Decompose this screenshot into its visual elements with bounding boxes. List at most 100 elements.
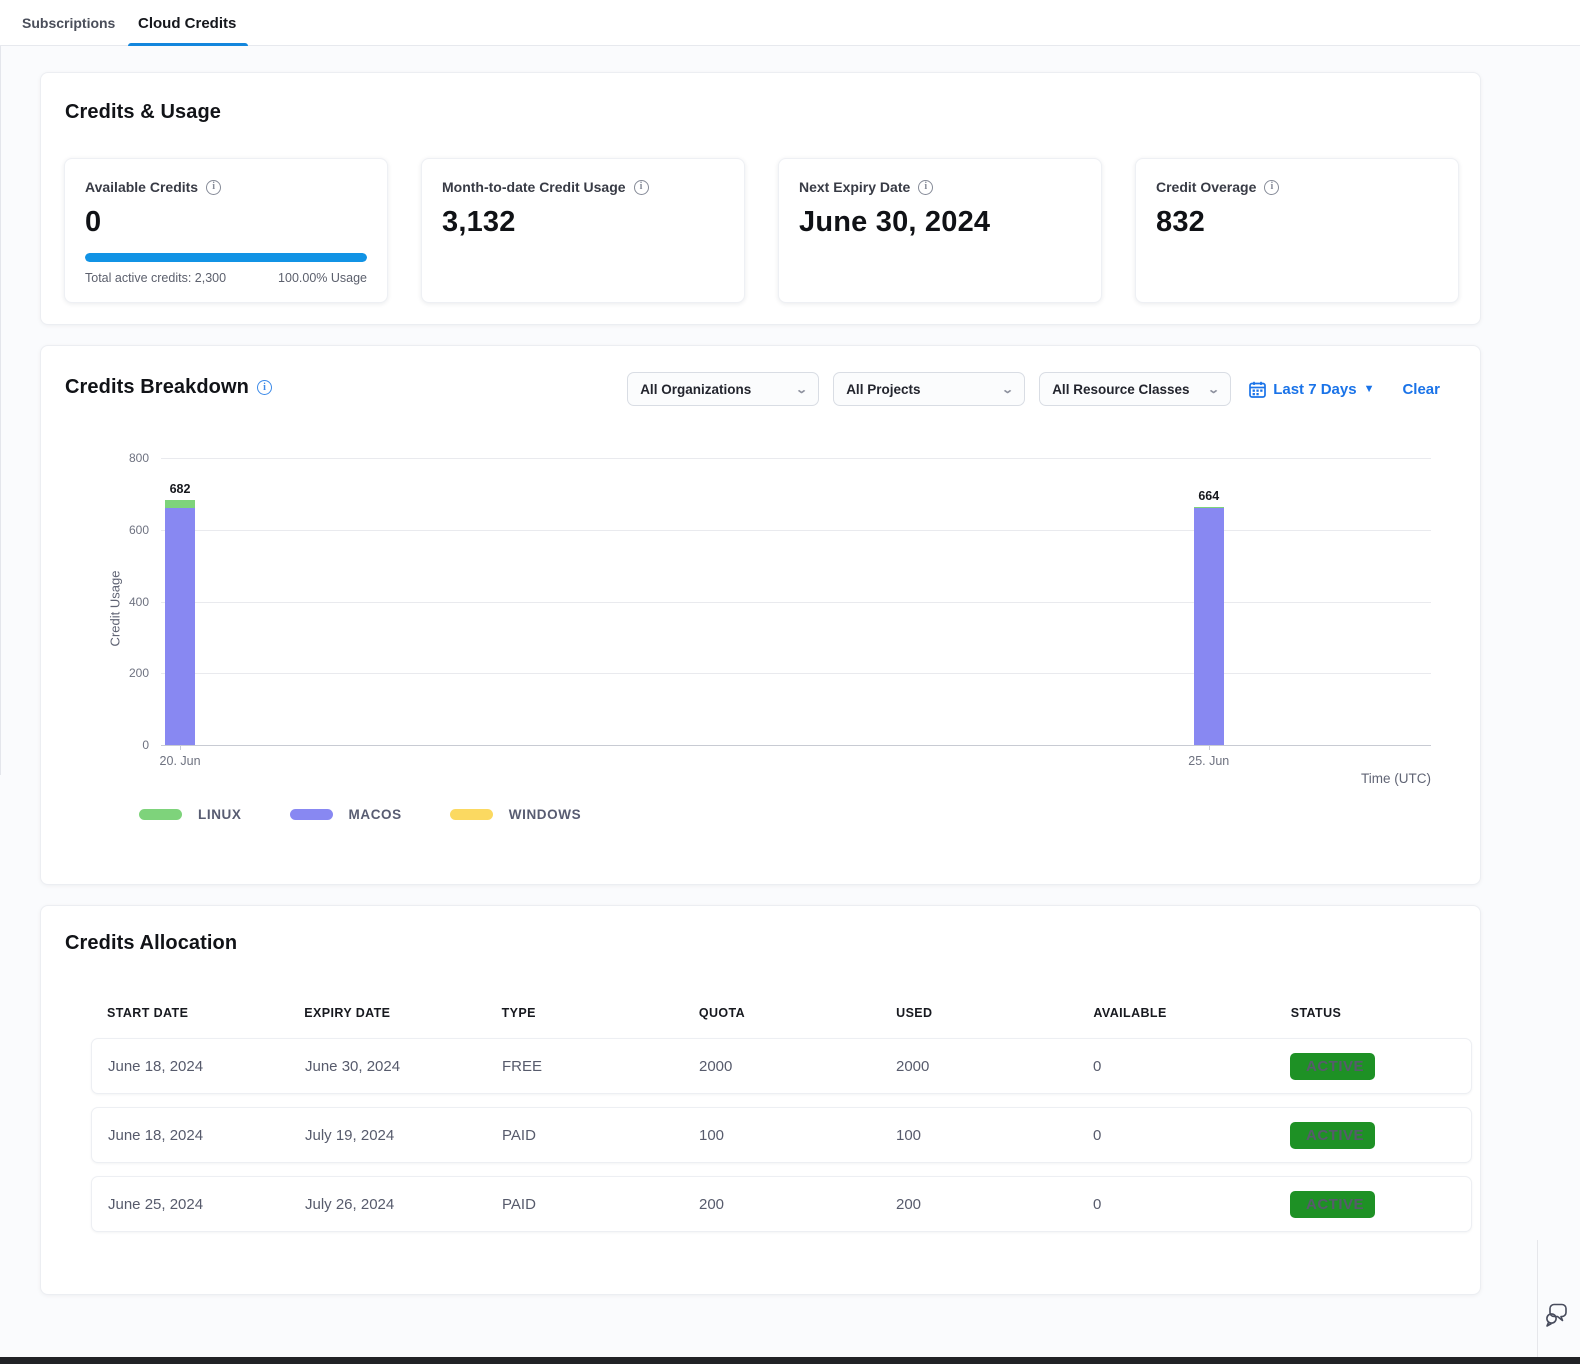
breakdown-filters: All Organizations ⌄ All Projects ⌄ All R… — [627, 372, 1440, 406]
credit-overage-value: 832 — [1156, 206, 1205, 238]
bar-segment-macos — [165, 508, 196, 745]
credit-overage-label: Credit Overage — [1156, 179, 1257, 195]
cell-available: 0 — [1093, 1057, 1102, 1075]
col-expiry-date: EXPIRY DATE — [304, 1006, 391, 1020]
legend-label: WINDOWS — [508, 807, 582, 822]
cell-start-date: June 18, 2024 — [108, 1057, 204, 1075]
info-icon[interactable]: i — [918, 179, 934, 195]
credits-usage-section: Credits & Usage Available Credits i 0 To… — [40, 72, 1481, 325]
cell-type: PAID — [502, 1195, 536, 1213]
x-tick-mark — [1208, 745, 1210, 750]
x-tick-mark — [180, 745, 182, 750]
legend-swatch — [289, 809, 333, 820]
info-icon[interactable]: i — [633, 179, 649, 195]
cell-used: 200 — [896, 1195, 922, 1213]
table-row[interactable]: June 18, 2024 July 19, 2024 PAID 100 100… — [91, 1107, 1472, 1163]
tab-subscriptions-label: Subscriptions — [22, 15, 116, 31]
bar-total-label: 664 — [1198, 488, 1220, 503]
chart-plot-area: 0 200 400 600 800 682 20. Jun 664 25. Jun — [129, 451, 1431, 768]
tab-cloud-credits[interactable]: Cloud Credits — [130, 0, 244, 46]
cell-type: PAID — [502, 1126, 536, 1144]
organizations-select[interactable]: All Organizations ⌄ — [627, 372, 820, 406]
gridline — [161, 673, 1431, 675]
chart-bar[interactable]: 682 — [165, 482, 196, 745]
credit-usage-chart: Credit Usage 0 200 400 600 800 682 20. Jun 664 2… — [41, 441, 1482, 861]
projects-select-value: All Projects — [846, 381, 921, 397]
chart-legend: LINUX MACOS WINDOWS — [139, 807, 581, 822]
table-row[interactable]: June 25, 2024 July 26, 2024 PAID 200 200… — [91, 1176, 1472, 1232]
col-type: TYPE — [501, 1006, 536, 1020]
x-tick-label: 25. Jun — [1188, 754, 1230, 768]
legend-item-macos[interactable]: MACOS — [289, 807, 402, 822]
mtd-usage-label: Month-to-date Credit Usage — [442, 179, 626, 195]
gridline — [161, 458, 1431, 459]
info-icon[interactable]: i — [256, 380, 272, 395]
top-tab-bar: Subscriptions Cloud Credits — [0, 0, 1580, 46]
date-range-picker[interactable]: Last 7 Days ▼ — [1249, 381, 1374, 398]
info-icon[interactable]: i — [206, 179, 222, 195]
y-tick-label: 600 — [128, 522, 149, 537]
metric-card-credit-overage: Credit Overage i 832 — [1135, 158, 1459, 303]
metric-card-next-expiry: Next Expiry Date i June 30, 2024 — [778, 158, 1102, 303]
cell-start-date: June 25, 2024 — [108, 1195, 204, 1213]
cell-quota: 100 — [699, 1126, 725, 1144]
gridline — [161, 745, 1431, 746]
credits-usage-title: Credits & Usage — [65, 101, 221, 123]
chat-support-button[interactable] — [1542, 1299, 1572, 1329]
next-expiry-label: Next Expiry Date — [799, 179, 911, 195]
cell-used: 100 — [896, 1126, 922, 1144]
col-available: AVAILABLE — [1093, 1006, 1167, 1020]
legend-item-linux[interactable]: LINUX — [139, 807, 242, 822]
col-used: USED — [896, 1006, 933, 1020]
clear-filters-button[interactable]: Clear — [1402, 380, 1440, 398]
cell-expiry-date: June 30, 2024 — [305, 1057, 401, 1075]
active-tab-indicator — [128, 43, 248, 46]
cell-start-date: June 18, 2024 — [108, 1126, 204, 1144]
cell-quota: 200 — [699, 1195, 725, 1213]
cell-quota: 2000 — [699, 1057, 733, 1075]
x-tick-label: 20. Jun — [159, 754, 201, 768]
credits-breakdown-title: Credits Breakdown — [65, 376, 249, 398]
available-credits-value: 0 — [85, 206, 102, 238]
credits-breakdown-section: Credits Breakdown i All Organizations ⌄ … — [40, 345, 1481, 885]
caret-down-icon: ▼ — [1363, 383, 1375, 395]
bar-segment-linux — [1193, 506, 1224, 509]
legend-label: MACOS — [348, 807, 402, 822]
status-badge: ACTIVE — [1290, 1121, 1376, 1149]
credits-usage-progressbar — [85, 253, 367, 262]
right-divider — [1537, 1240, 1538, 1364]
tab-cloud-credits-label: Cloud Credits — [138, 14, 237, 32]
y-tick-label: 800 — [128, 451, 149, 465]
chart-y-axis-label: Credit Usage — [107, 570, 123, 647]
legend-swatch — [449, 809, 493, 820]
usage-percent-text: 100.00% Usage — [278, 271, 367, 285]
available-credits-label: Available Credits — [85, 179, 199, 195]
resource-classes-select[interactable]: All Resource Classes ⌄ — [1039, 372, 1232, 406]
chevron-down-icon: ⌄ — [1207, 383, 1221, 396]
info-icon[interactable]: i — [1264, 179, 1280, 195]
credits-allocation-title: Credits Allocation — [65, 932, 238, 954]
next-expiry-value: June 30, 2024 — [799, 206, 991, 238]
tab-subscriptions[interactable]: Subscriptions — [22, 0, 115, 46]
chart-bar[interactable]: 664 — [1193, 489, 1224, 745]
chart-x-axis-label: Time (UTC) — [1361, 771, 1431, 786]
legend-swatch — [139, 809, 182, 820]
cell-used: 2000 — [896, 1057, 930, 1075]
y-tick-label: 400 — [128, 594, 149, 609]
resource-classes-select-value: All Resource Classes — [1052, 381, 1190, 397]
metric-card-mtd-usage: Month-to-date Credit Usage i 3,132 — [421, 158, 745, 303]
col-quota: QUOTA — [698, 1006, 746, 1020]
table-row[interactable]: June 18, 2024 June 30, 2024 FREE 2000 20… — [91, 1038, 1472, 1094]
bar-total-label: 682 — [169, 482, 191, 497]
gridline — [161, 529, 1431, 531]
chevron-down-icon: ⌄ — [795, 383, 809, 396]
legend-label: LINUX — [198, 807, 242, 822]
table-header-row: START DATE EXPIRY DATE TYPE QUOTA USED A… — [91, 1006, 1472, 1038]
legend-item-windows[interactable]: WINDOWS — [449, 807, 582, 822]
bar-segment-linux — [165, 500, 196, 509]
total-active-credits-text: Total active credits: 2,300 — [85, 271, 227, 285]
y-tick-label: 0 — [142, 738, 149, 752]
bar-segment-macos — [1193, 508, 1224, 745]
projects-select[interactable]: All Projects ⌄ — [833, 372, 1026, 406]
